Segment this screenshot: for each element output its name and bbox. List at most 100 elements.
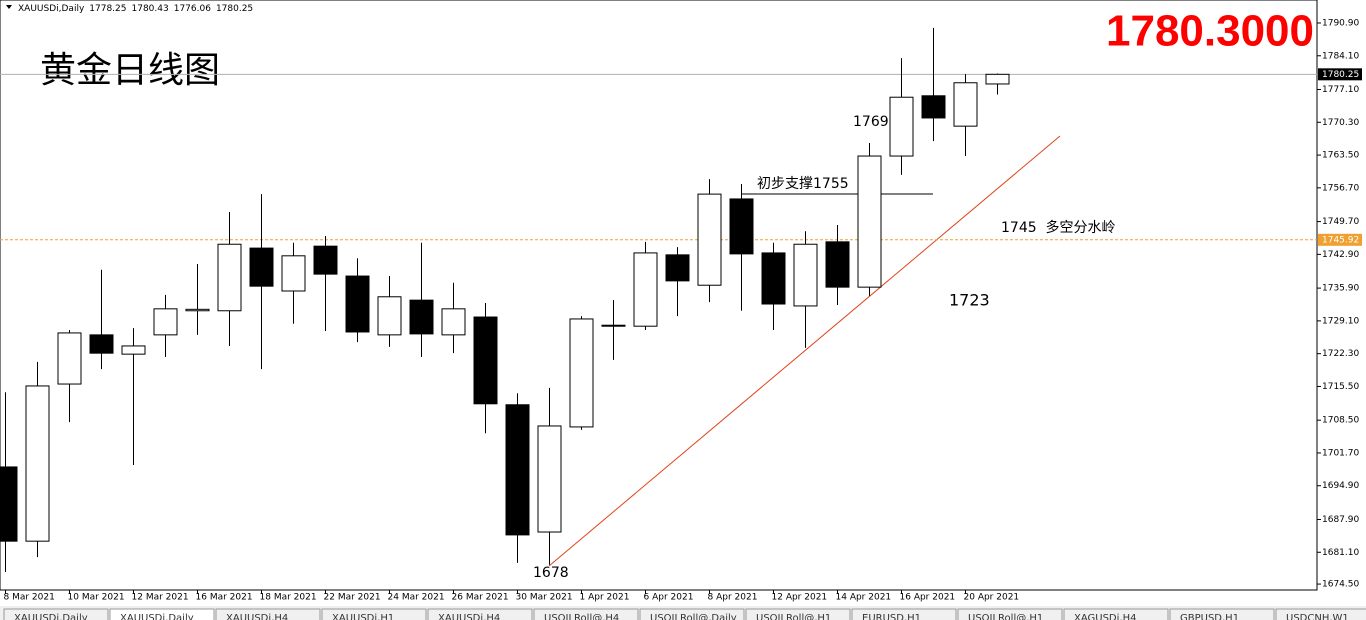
tab[interactable] bbox=[745, 608, 851, 620]
tab-label[interactable]: USOILRoll@,H1 bbox=[756, 613, 831, 620]
candle-body bbox=[313, 245, 338, 275]
tab-label[interactable]: XAUUSDi,H1 bbox=[332, 613, 394, 620]
price-banner: 1780.3000 bbox=[1106, 7, 1314, 56]
candle-body bbox=[441, 308, 466, 336]
tab[interactable] bbox=[427, 608, 533, 620]
annotation: 1678 bbox=[533, 565, 569, 581]
menu-arrow[interactable] bbox=[6, 5, 12, 9]
candle-body bbox=[409, 299, 434, 335]
candle-body bbox=[601, 324, 626, 327]
x-tick-label: 12 Mar 2021 bbox=[132, 593, 189, 603]
x-tick-label: 22 Mar 2021 bbox=[324, 593, 381, 603]
tab[interactable] bbox=[957, 608, 1063, 620]
candle-body bbox=[217, 243, 242, 312]
candle-body bbox=[889, 96, 914, 157]
header-part: 1776.06 bbox=[174, 4, 211, 14]
candle-body bbox=[537, 425, 562, 533]
y-tick-label: 1735.90 bbox=[1322, 284, 1359, 294]
y-tick-label: 1701.70 bbox=[1322, 448, 1359, 458]
x-tick-label: 6 Apr 2021 bbox=[644, 593, 694, 603]
candle-body bbox=[473, 316, 498, 405]
tab[interactable] bbox=[3, 608, 109, 620]
y-tick-label: 1687.90 bbox=[1322, 515, 1359, 525]
candle-body bbox=[153, 308, 178, 336]
y-tick-label: 1777.10 bbox=[1322, 85, 1359, 95]
x-tick-label: 8 Mar 2021 bbox=[4, 593, 55, 603]
tab-label[interactable]: EURUSD,H1 bbox=[862, 613, 921, 620]
candle-body bbox=[793, 243, 818, 307]
reference-price-label: 1745.92 bbox=[1322, 235, 1359, 245]
candle-body bbox=[121, 345, 146, 355]
tab[interactable] bbox=[215, 608, 321, 620]
x-tick-label: 20 Apr 2021 bbox=[964, 593, 1020, 603]
y-tick-label: 1784.10 bbox=[1322, 51, 1359, 61]
tab[interactable] bbox=[321, 608, 427, 620]
annotation: 1769 bbox=[853, 114, 889, 130]
x-tick-label: 12 Apr 2021 bbox=[772, 593, 828, 603]
annotation: 初步支撑1755 bbox=[757, 175, 849, 192]
candle-body bbox=[505, 404, 530, 536]
reference-price-box bbox=[1318, 233, 1362, 246]
x-tick-label: 24 Mar 2021 bbox=[388, 593, 445, 603]
candle-body bbox=[665, 254, 690, 282]
tab-label[interactable]: XAUUSDi,H4 bbox=[226, 613, 288, 620]
tab-label[interactable]: USOILRoll@,H1 bbox=[968, 613, 1043, 620]
current-price-label: 1780.25 bbox=[1322, 70, 1359, 80]
y-tick-label: 1729.10 bbox=[1322, 316, 1359, 326]
y-tick-label: 1763.50 bbox=[1322, 151, 1359, 161]
tab-label[interactable]: XAUUSDi,H4 bbox=[438, 613, 500, 620]
tab[interactable] bbox=[1063, 608, 1169, 620]
candle-body bbox=[825, 241, 850, 288]
trend-line bbox=[548, 135, 1061, 567]
x-tick-label: 14 Apr 2021 bbox=[836, 593, 892, 603]
x-tick-label: 10 Mar 2021 bbox=[68, 593, 125, 603]
candle-body bbox=[281, 255, 306, 292]
tab[interactable] bbox=[533, 608, 639, 620]
candle-body bbox=[921, 95, 946, 119]
tab[interactable] bbox=[1275, 608, 1366, 620]
tab-label[interactable]: XAGUSDi,H4 bbox=[1074, 613, 1136, 620]
candle-body bbox=[249, 247, 274, 287]
header-part: 1780.43 bbox=[132, 4, 169, 14]
x-tick-label: 18 Mar 2021 bbox=[260, 593, 317, 603]
tab-label[interactable]: GBPUSD,H1 bbox=[1180, 613, 1239, 620]
tab[interactable] bbox=[639, 608, 745, 620]
header-part: XAUUSDi,Daily bbox=[18, 4, 85, 14]
tab-label[interactable]: XAUUSDi,Daily bbox=[120, 613, 194, 620]
header-part: 1780.25 bbox=[216, 4, 253, 14]
candle-body bbox=[761, 252, 786, 305]
chart-title: 黄金日线图 bbox=[40, 50, 220, 91]
header-part: 1778.25 bbox=[89, 4, 126, 14]
tab-label[interactable]: USOILRoll@,H4 bbox=[544, 613, 619, 620]
annotation: 1723 bbox=[949, 291, 990, 310]
candle-body bbox=[633, 252, 658, 327]
x-tick-label: 8 Apr 2021 bbox=[708, 593, 758, 603]
y-tick-label: 1681.10 bbox=[1322, 548, 1359, 558]
tab-label[interactable]: USDCNH,W1 bbox=[1286, 613, 1349, 620]
y-tick-label: 1790.90 bbox=[1322, 18, 1359, 28]
x-tick-label: 1 Apr 2021 bbox=[580, 593, 630, 603]
tab-label[interactable]: XAUUSDi,Daily bbox=[14, 613, 88, 620]
candle-body bbox=[25, 385, 50, 542]
candle-body bbox=[985, 73, 1010, 85]
tab[interactable] bbox=[109, 608, 215, 620]
y-tick-label: 1756.70 bbox=[1322, 183, 1359, 193]
y-tick-label: 1694.90 bbox=[1322, 481, 1359, 491]
annotation: 1745 多空分水岭 bbox=[1001, 219, 1116, 236]
candle-body bbox=[0, 466, 18, 542]
candle-body bbox=[729, 198, 754, 255]
candle-body bbox=[185, 308, 210, 312]
candle-body bbox=[953, 82, 978, 127]
tab[interactable] bbox=[851, 608, 957, 620]
tab-label[interactable]: USOILRoll@,Daily bbox=[650, 613, 737, 620]
y-tick-label: 1708.50 bbox=[1322, 416, 1359, 426]
candle-body bbox=[697, 193, 722, 286]
current-price-box bbox=[1318, 68, 1362, 81]
y-tick-label: 1722.30 bbox=[1322, 349, 1359, 359]
x-tick-label: 16 Apr 2021 bbox=[900, 593, 956, 603]
y-tick-label: 1749.70 bbox=[1322, 217, 1359, 227]
y-tick-label: 1770.30 bbox=[1322, 118, 1359, 128]
x-tick-label: 16 Mar 2021 bbox=[196, 593, 253, 603]
tab[interactable] bbox=[1169, 608, 1275, 620]
candle-body bbox=[377, 296, 402, 336]
